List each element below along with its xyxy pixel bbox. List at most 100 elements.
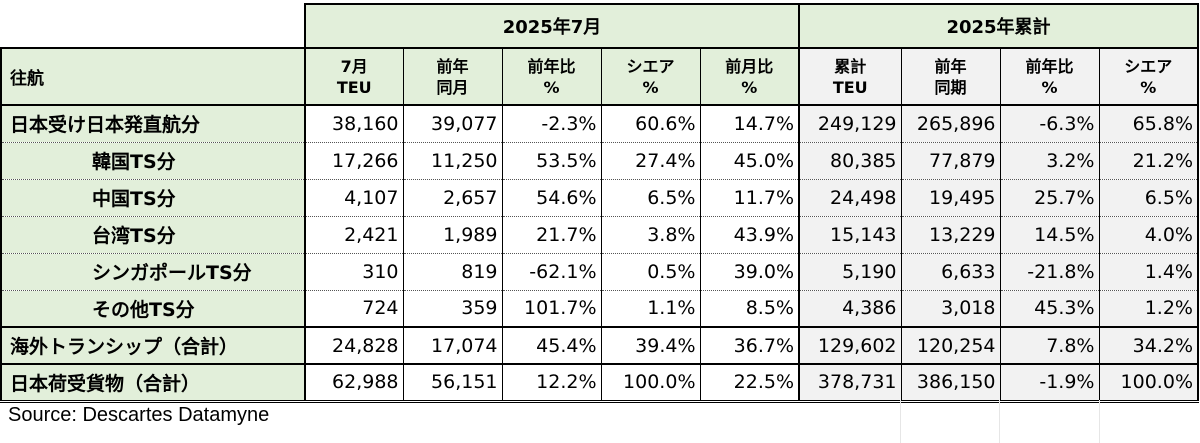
cell-value: 3.2% bbox=[999, 142, 1100, 180]
cell-value: -62.1% bbox=[501, 253, 602, 291]
cell-value: 34.2% bbox=[1098, 326, 1199, 365]
group-title-cumulative: 2025年累計 bbox=[798, 3, 1199, 49]
cell-value: 129,602 bbox=[798, 326, 902, 365]
cell-value: 1,989 bbox=[402, 216, 503, 254]
cell-value: 14.7% bbox=[699, 104, 800, 143]
source-note: Source: Descartes Datamyne bbox=[8, 404, 270, 426]
cell-value: 39,077 bbox=[402, 104, 503, 143]
throughput-table: 2025年7月 2025年累計 往航 7月 TEU 前年 同月 前年比% シエア% … bbox=[0, 3, 1199, 403]
row-label: 海外トランシップ（合計） bbox=[0, 326, 306, 365]
cell-value: 120,254 bbox=[900, 326, 1001, 365]
cell-value: 45.4% bbox=[501, 326, 602, 365]
cell-value: 378,731 bbox=[798, 363, 902, 403]
cell-value: 62,988 bbox=[304, 363, 404, 403]
cell-value: 4,386 bbox=[798, 290, 902, 328]
cell-value: 60.6% bbox=[600, 104, 701, 143]
cell-value: -21.8% bbox=[999, 253, 1100, 291]
cell-value: 12.2% bbox=[501, 363, 602, 403]
cell-value: 386,150 bbox=[900, 363, 1001, 403]
cell-value: 724 bbox=[304, 290, 404, 328]
row-label: その他TS分 bbox=[0, 290, 306, 328]
row-label: 韓国TS分 bbox=[0, 142, 306, 180]
cell-value: 24,828 bbox=[304, 326, 404, 365]
col-head-prev-year-month: 前年 同月 bbox=[402, 47, 503, 106]
cell-value: 265,896 bbox=[900, 104, 1001, 143]
cell-value: -2.3% bbox=[501, 104, 602, 143]
header-column-row: 往航 7月 TEU 前年 同月 前年比% シエア% 前月比% 累計 TEU 前年 同期 … bbox=[0, 47, 1199, 106]
row-direct: 日本受け日本発直航分 38,160 39,077 -2.3% 60.6% 14.7% 249… bbox=[0, 104, 1199, 143]
cell-value: 24,498 bbox=[798, 179, 902, 217]
cell-value: 21.2% bbox=[1098, 142, 1199, 180]
cell-value: 3.8% bbox=[600, 216, 701, 254]
cell-value: 17,266 bbox=[304, 142, 404, 180]
cell-value: 101.7% bbox=[501, 290, 602, 328]
row-label: 中国TS分 bbox=[0, 179, 306, 217]
cell-value: 3,018 bbox=[900, 290, 1001, 328]
cell-value: 45.3% bbox=[999, 290, 1100, 328]
corner-label: 往航 bbox=[0, 47, 306, 106]
cell-value: 22.5% bbox=[699, 363, 800, 403]
cell-value: -6.3% bbox=[999, 104, 1100, 143]
cell-value: 65.8% bbox=[1098, 104, 1199, 143]
cell-value: 8.5% bbox=[699, 290, 800, 328]
cell-value: 4,107 bbox=[304, 179, 404, 217]
cell-value: 6.5% bbox=[600, 179, 701, 217]
cell-value: 0.5% bbox=[600, 253, 701, 291]
col-head-mom: 前月比% bbox=[699, 47, 800, 106]
cell-value: 4.0% bbox=[1098, 216, 1199, 254]
cell-value: 80,385 bbox=[798, 142, 902, 180]
cell-value: 25.7% bbox=[999, 179, 1100, 217]
cell-value: 5,190 bbox=[798, 253, 902, 291]
cell-value: 39.0% bbox=[699, 253, 800, 291]
header-corner-blank bbox=[1, 4, 305, 48]
cell-value: 45.0% bbox=[699, 142, 800, 180]
cell-value: 249,129 bbox=[798, 104, 902, 143]
row-label: 日本荷受貨物（合計） bbox=[0, 363, 306, 403]
cell-value: 819 bbox=[402, 253, 503, 291]
header-group-row: 2025年7月 2025年累計 bbox=[1, 3, 1199, 49]
cell-value: 39.4% bbox=[600, 326, 701, 365]
cell-value: -1.9% bbox=[999, 363, 1100, 403]
cell-value: 19,495 bbox=[900, 179, 1001, 217]
cell-value: 54.6% bbox=[501, 179, 602, 217]
cell-value: 11,250 bbox=[402, 142, 503, 180]
cell-value: 56,151 bbox=[402, 363, 503, 403]
row-other-ts: その他TS分 724 359 101.7% 1.1% 8.5% 4,386 3,018 45.3… bbox=[0, 290, 1199, 328]
row-label: シンガポールTS分 bbox=[0, 253, 306, 291]
col-head-share-month: シエア% bbox=[600, 47, 701, 106]
cell-value: 6.5% bbox=[1098, 179, 1199, 217]
row-overseas-transship-total: 海外トランシップ（合計） 24,828 17,074 45.4% 39.4% 36.7% 1… bbox=[0, 326, 1199, 365]
cell-value: 7.8% bbox=[999, 326, 1100, 365]
cell-value: 53.5% bbox=[501, 142, 602, 180]
cell-value: 13,229 bbox=[900, 216, 1001, 254]
cell-value: 6,633 bbox=[900, 253, 1001, 291]
cell-value: 14.5% bbox=[999, 216, 1100, 254]
col-head-prev-year-period: 前年 同期 bbox=[900, 47, 1001, 106]
col-head-share-cumulative: シエア% bbox=[1098, 47, 1199, 106]
cell-value: 310 bbox=[304, 253, 404, 291]
cell-value: 100.0% bbox=[1098, 363, 1199, 403]
cell-value: 27.4% bbox=[600, 142, 701, 180]
cell-value: 43.9% bbox=[699, 216, 800, 254]
cell-value: 15,143 bbox=[798, 216, 902, 254]
cell-value: 2,421 bbox=[304, 216, 404, 254]
cell-value: 38,160 bbox=[304, 104, 404, 143]
cell-value: 11.7% bbox=[699, 179, 800, 217]
cell-value: 36.7% bbox=[699, 326, 800, 365]
col-head-yoy-month: 前年比% bbox=[501, 47, 602, 106]
col-head-yoy-cumulative: 前年比% bbox=[999, 47, 1100, 106]
cell-value: 359 bbox=[402, 290, 503, 328]
cell-value: 17,074 bbox=[402, 326, 503, 365]
col-head-cumulative-teu: 累計 TEU bbox=[798, 47, 902, 106]
col-head-month-teu: 7月 TEU bbox=[304, 47, 404, 106]
cell-value: 1.4% bbox=[1098, 253, 1199, 291]
cell-value: 100.0% bbox=[600, 363, 701, 403]
cell-value: 77,879 bbox=[900, 142, 1001, 180]
cell-value: 1.2% bbox=[1098, 290, 1199, 328]
row-label: 日本受け日本発直航分 bbox=[0, 104, 306, 143]
row-singapore-ts: シンガポールTS分 310 819 -62.1% 0.5% 39.0% 5,190 6,633… bbox=[0, 253, 1199, 291]
row-label: 台湾TS分 bbox=[0, 216, 306, 254]
cell-value: 2,657 bbox=[402, 179, 503, 217]
table-body: 日本受け日本発直航分 38,160 39,077 -2.3% 60.6% 14.7% 249… bbox=[0, 104, 1199, 403]
cell-value: 1.1% bbox=[600, 290, 701, 328]
